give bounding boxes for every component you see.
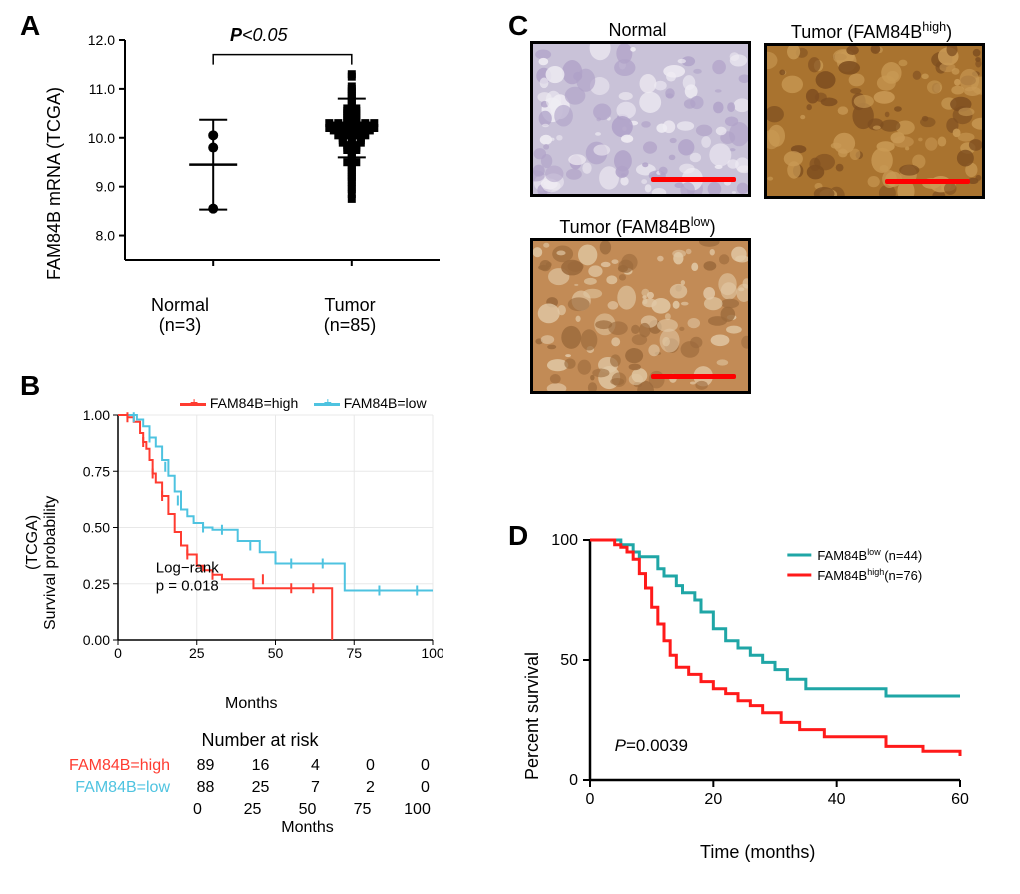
plot-b-legend: + FAM84B=high + FAM84B=low xyxy=(180,395,427,411)
scale-bar xyxy=(651,374,736,379)
risk-cell: 25 xyxy=(233,777,288,799)
risk-table-title: Number at risk xyxy=(50,730,470,751)
risk-cell: 4 xyxy=(288,755,343,777)
svg-text:Log−rank: Log−rank xyxy=(156,560,219,577)
risk-row: FAM84B=high8916400 xyxy=(50,755,470,777)
plot-a-xlabel-tumor: Tumor(n=85) xyxy=(305,295,395,335)
ihc-title: Tumor (FAM84Bhigh) xyxy=(764,20,979,43)
plot-a-xlabel-normal: Normal(n=3) xyxy=(135,295,225,335)
svg-text:25: 25 xyxy=(189,645,205,661)
panel-label-d: D xyxy=(508,520,528,552)
risk-cell: 7 xyxy=(288,777,343,799)
ihc-item: Tumor (FAM84Bhigh) xyxy=(764,20,979,199)
ihc-texture xyxy=(533,44,748,194)
plot-b-rot-label: (TCGA) xyxy=(24,490,42,570)
svg-text:0: 0 xyxy=(586,791,595,808)
svg-text:0.00: 0.00 xyxy=(83,632,110,648)
svg-text:100: 100 xyxy=(421,645,443,661)
ihc-title: Tumor (FAM84Blow) xyxy=(530,215,745,238)
svg-text:FAM84Blow (n=44): FAM84Blow (n=44) xyxy=(817,547,922,563)
panel-label-c: C xyxy=(508,10,528,42)
ihc-item: Normal xyxy=(530,20,745,197)
svg-text:75: 75 xyxy=(346,645,362,661)
svg-text:12.0: 12.0 xyxy=(88,32,115,48)
panel-label-a: A xyxy=(20,10,40,42)
svg-text:9.0: 9.0 xyxy=(96,179,116,195)
risk-cell: 2 xyxy=(343,777,398,799)
svg-text:FAM84Bhigh(n=76): FAM84Bhigh(n=76) xyxy=(817,567,922,583)
svg-text:40: 40 xyxy=(828,791,846,808)
panel-label-b: B xyxy=(20,370,40,402)
svg-text:20: 20 xyxy=(704,791,722,808)
plot-b-xlabel: Months xyxy=(225,695,277,713)
legend-high-label: FAM84B=high xyxy=(210,395,298,411)
risk-cell: 88 xyxy=(178,777,233,799)
plot-b-ylabel: Survival probability xyxy=(42,440,60,630)
risk-cell: 0 xyxy=(398,777,453,799)
ihc-item: Tumor (FAM84Blow) xyxy=(530,215,745,394)
risk-table: Number at risk FAM84B=high8916400FAM84B=… xyxy=(50,730,470,837)
risk-table-xlabel: Months xyxy=(170,819,445,837)
ihc-title: Normal xyxy=(530,20,745,41)
plot-d-xlabel: Time (months) xyxy=(700,842,815,863)
svg-text:10.0: 10.0 xyxy=(88,130,115,146)
ihc-image xyxy=(764,43,985,199)
risk-cell: 0 xyxy=(343,755,398,777)
risk-row-label: FAM84B=low xyxy=(50,777,178,799)
plot-a-pvalue: P<0.05 xyxy=(230,25,288,46)
svg-text:60: 60 xyxy=(951,791,969,808)
svg-text:0: 0 xyxy=(569,772,578,789)
plot-a-ylabel: FAM84B mRNA (TCGA) xyxy=(44,70,65,280)
svg-text:100: 100 xyxy=(551,532,578,549)
svg-text:8.0: 8.0 xyxy=(96,228,116,244)
figure-root: A B C D FAM84B mRNA (TCGA) 8.0 9.0 10.0 11.… xyxy=(0,0,1020,894)
svg-text:0.25: 0.25 xyxy=(83,576,110,592)
plot-b-svg: 0 25 50 75 100 0.00 0.25 0.50 0.75 1.00 Log−rankp … xyxy=(68,390,443,680)
svg-text:11.0: 11.0 xyxy=(89,81,115,97)
svg-text:50: 50 xyxy=(560,652,578,669)
svg-text:0: 0 xyxy=(114,645,122,661)
ihc-image xyxy=(530,238,751,394)
svg-text:0.75: 0.75 xyxy=(83,463,110,479)
ihc-texture xyxy=(533,241,748,391)
ihc-image xyxy=(530,41,751,197)
scale-bar xyxy=(651,177,736,182)
scale-bar xyxy=(885,179,970,184)
risk-cell: 16 xyxy=(233,755,288,777)
svg-text:50: 50 xyxy=(268,645,284,661)
svg-text:1.00: 1.00 xyxy=(83,407,110,423)
legend-low-label: FAM84B=low xyxy=(344,395,427,411)
ihc-texture xyxy=(767,46,982,196)
svg-text:p = 0.018: p = 0.018 xyxy=(156,578,219,595)
risk-row-label: FAM84B=high xyxy=(50,755,178,777)
risk-row: FAM84B=low8825720 xyxy=(50,777,470,799)
svg-text:P=0.0039: P=0.0039 xyxy=(615,736,688,755)
plot-d-svg: 0 20 40 60 0 50 100 FAM84Blow (n=44) FAM84Bhigh(… xyxy=(540,530,970,820)
svg-text:0.50: 0.50 xyxy=(83,520,110,536)
risk-cell: 89 xyxy=(178,755,233,777)
plot-a-svg: 8.0 9.0 10.0 11.0 12.0 xyxy=(80,30,450,290)
risk-cell: 0 xyxy=(398,755,453,777)
